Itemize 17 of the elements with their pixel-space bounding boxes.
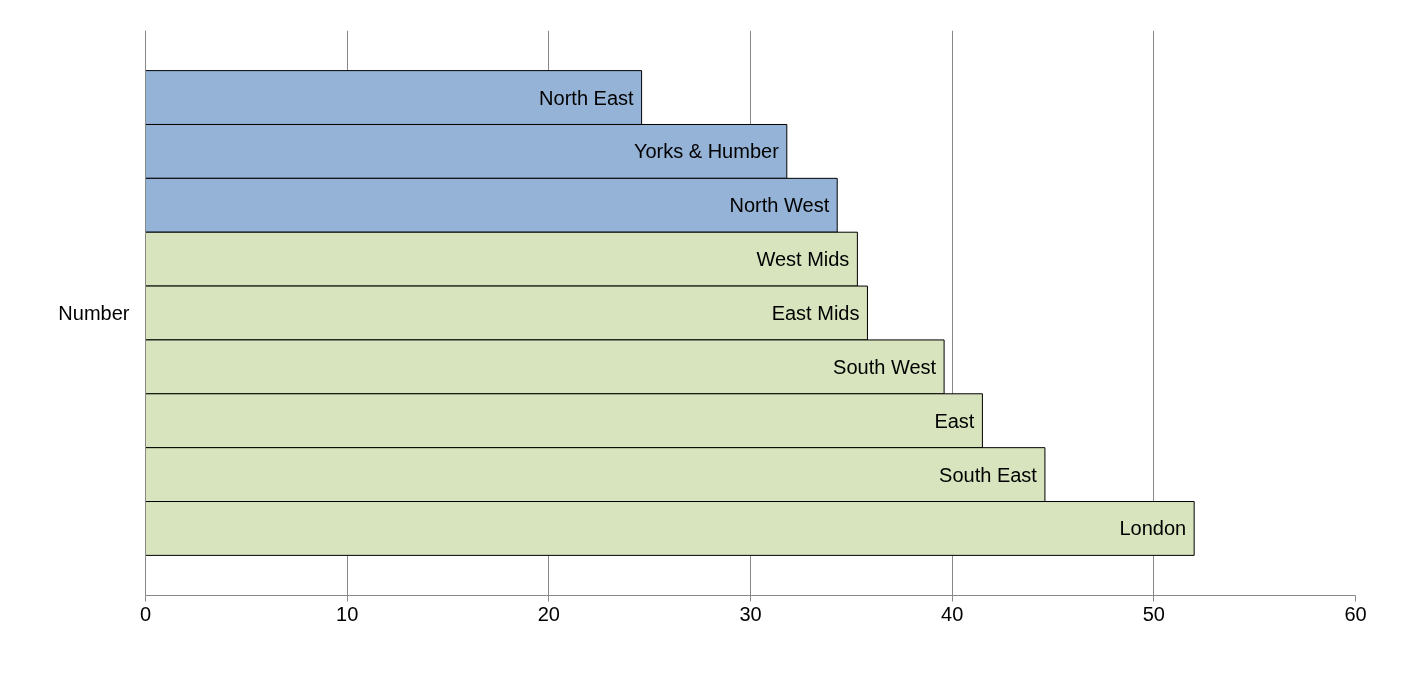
- series-label: South East: [939, 463, 1038, 486]
- series-label: East: [934, 409, 975, 432]
- x-tick-label: 10: [336, 602, 359, 625]
- series-label: East Mids: [771, 302, 860, 324]
- x-tick-label: 30: [739, 602, 762, 625]
- series-label: North East: [539, 86, 635, 109]
- x-tick-label: 40: [941, 602, 964, 625]
- y-tick-label: Number: [58, 302, 130, 324]
- series-label: South West: [833, 355, 937, 378]
- x-tick-label: 50: [1142, 602, 1165, 625]
- x-tick-label: 20: [537, 602, 560, 625]
- series-label: North West: [729, 194, 830, 217]
- x-tick-label: 60: [1344, 602, 1367, 625]
- series-label: West Mids: [756, 248, 850, 271]
- series-label: Yorks & Humber: [633, 140, 780, 163]
- series-label: London: [1119, 517, 1187, 540]
- x-tick-label: 0: [139, 602, 152, 625]
